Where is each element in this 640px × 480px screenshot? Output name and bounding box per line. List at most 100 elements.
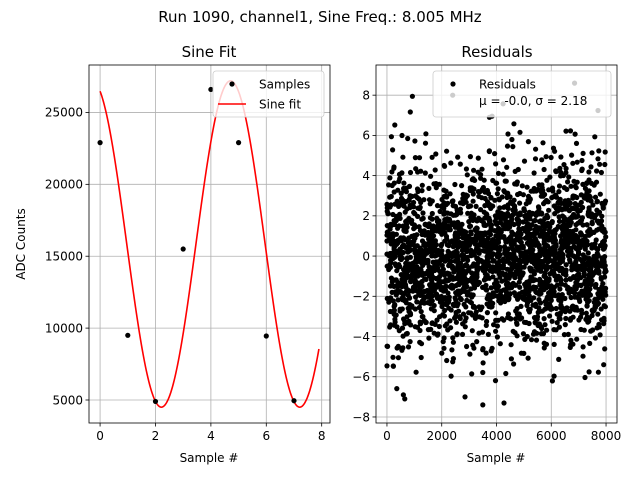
residual-point — [543, 154, 549, 160]
residual-point — [563, 272, 569, 278]
residual-point — [487, 268, 493, 274]
residual-point — [456, 288, 462, 294]
residual-point — [593, 281, 599, 288]
residual-point — [598, 169, 605, 176]
residual-point — [444, 223, 450, 230]
residual-point — [586, 177, 592, 183]
residual-point — [566, 222, 572, 228]
residual-point — [478, 238, 484, 245]
sine-fit-xtick-label: 4 — [207, 429, 215, 443]
residual-point — [391, 308, 397, 314]
residual-point — [562, 322, 568, 328]
sample-point — [235, 140, 242, 146]
residual-point — [393, 217, 399, 224]
residual-point — [447, 284, 454, 290]
residual-point — [563, 315, 569, 322]
residual-point — [434, 317, 440, 323]
residual-point — [399, 283, 405, 289]
residual-point — [569, 215, 575, 221]
residual-point — [412, 138, 418, 144]
residual-point — [507, 260, 513, 266]
residual-point — [385, 210, 391, 217]
residual-point — [391, 277, 397, 283]
residual-point — [462, 324, 468, 330]
residual-point — [479, 166, 485, 172]
residual-point — [417, 321, 424, 327]
residual-point — [409, 93, 415, 99]
residual-point — [512, 257, 519, 263]
residual-point — [597, 332, 603, 338]
residual-point — [497, 233, 503, 239]
residual-point — [554, 320, 560, 326]
legend-residuals-marker — [450, 81, 456, 87]
residual-point — [384, 223, 390, 229]
residual-point — [599, 294, 605, 301]
residual-point — [531, 295, 537, 301]
residual-point — [414, 252, 420, 258]
residual-point — [601, 362, 607, 368]
residual-point — [557, 311, 563, 318]
residual-point — [579, 288, 585, 294]
residual-point — [468, 249, 474, 256]
residual-point — [428, 275, 434, 281]
residual-point — [558, 280, 564, 286]
residual-point — [407, 295, 413, 301]
residual-point — [390, 211, 396, 218]
residual-point — [509, 136, 515, 143]
residual-point — [388, 134, 394, 140]
residual-point — [595, 156, 601, 162]
residual-point — [414, 195, 420, 201]
residual-point — [517, 262, 523, 268]
residual-point — [569, 264, 575, 270]
residual-point — [450, 276, 456, 282]
residual-point — [520, 331, 527, 337]
residual-point — [429, 198, 435, 204]
residual-point — [384, 363, 390, 369]
residual-point — [428, 248, 435, 254]
residual-point — [398, 256, 404, 263]
residual-point — [531, 218, 537, 224]
residual-point — [482, 189, 488, 195]
residual-point — [436, 323, 442, 330]
residual-point — [579, 310, 585, 316]
residual-point — [480, 347, 486, 353]
residual-point — [548, 283, 554, 289]
residual-point — [589, 219, 595, 225]
residual-point — [406, 197, 412, 203]
residual-point — [514, 320, 520, 326]
residual-point — [577, 298, 583, 304]
residual-point — [450, 339, 456, 345]
residual-point — [475, 281, 481, 288]
residual-point — [534, 330, 540, 336]
residual-point — [582, 195, 588, 201]
residual-point — [465, 210, 471, 216]
residual-point — [400, 249, 406, 256]
residual-point — [471, 252, 477, 258]
sine-fit-chart: Sine Fit 0 2 4 6 8 5000 10000 15000 20000 25000 S… — [14, 43, 331, 465]
residual-point — [549, 219, 555, 225]
residual-point — [592, 303, 598, 309]
sine-fit-ytick-label: 10000 — [45, 321, 83, 335]
residual-point — [516, 226, 522, 232]
sine-fit-xtick-label: 8 — [318, 429, 326, 443]
residual-point — [535, 204, 542, 210]
residual-point — [464, 172, 470, 178]
residual-point — [467, 154, 473, 160]
residual-point — [573, 140, 580, 146]
residual-point — [394, 386, 400, 392]
residual-point — [592, 335, 599, 341]
residual-point — [460, 228, 466, 234]
residual-point — [501, 272, 507, 278]
residual-point — [386, 266, 392, 273]
residual-point — [566, 207, 572, 213]
residual-point — [431, 330, 437, 336]
residual-point — [600, 281, 606, 287]
residual-point — [508, 199, 514, 205]
residual-point — [443, 296, 449, 302]
residual-point — [598, 306, 604, 312]
residual-point — [385, 343, 391, 349]
residual-point — [509, 264, 516, 270]
residual-point — [405, 287, 411, 293]
residual-point — [421, 242, 427, 248]
residual-point — [458, 274, 465, 280]
